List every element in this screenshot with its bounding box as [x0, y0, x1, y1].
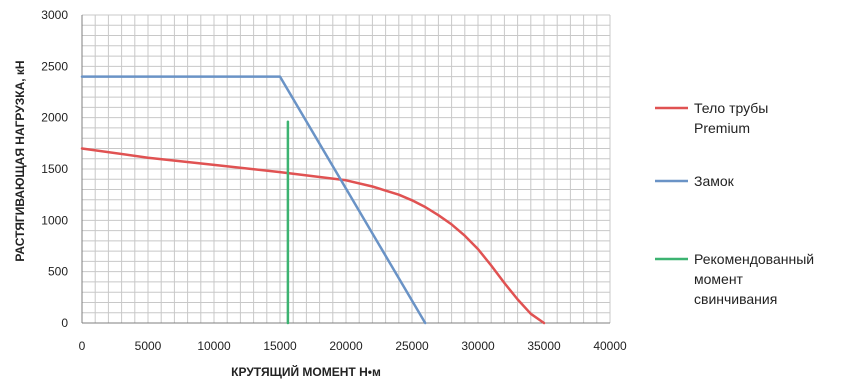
- y-tick-label: 1500: [41, 162, 68, 176]
- legend-label: Замок: [694, 173, 735, 189]
- grid: [81, 14, 611, 324]
- x-tick-label: 40000: [593, 339, 627, 353]
- y-tick-label: 1000: [41, 213, 68, 227]
- x-tick-label: 30000: [461, 339, 495, 353]
- legend-label: Premium: [694, 120, 750, 136]
- x-tick-label: 35000: [527, 339, 561, 353]
- series-lines: [80, 75, 546, 325]
- x-tick-label: 10000: [197, 339, 231, 353]
- legend-label: момент: [694, 271, 744, 287]
- y-axis-title: РАСТЯГИВАЮЩАЯ НАГРУЗКА, кН: [13, 60, 27, 261]
- y-tick-label: 3000: [41, 8, 68, 22]
- x-tick-label: 25000: [395, 339, 429, 353]
- y-tick-label: 0: [61, 316, 68, 330]
- x-tick-label: 20000: [329, 339, 363, 353]
- x-tick-label: 0: [79, 339, 86, 353]
- legend-label: Рекомендованный: [694, 251, 814, 267]
- x-tick-label: 5000: [135, 339, 162, 353]
- x-tick-label: 15000: [263, 339, 297, 353]
- series-line: [80, 75, 427, 325]
- tick-labels: 0 5000 10000 15000 20000 25000 30000 35000 40000…: [41, 8, 627, 353]
- y-tick-label: 500: [48, 265, 68, 279]
- legend-label: Тело трубы: [694, 100, 768, 116]
- axes: [81, 15, 610, 324]
- series-line: [80, 147, 546, 325]
- legend: Тело трубы Premium Замок Рекомендованный мом…: [655, 100, 814, 307]
- y-tick-label: 2000: [41, 111, 68, 125]
- y-tick-label: 2500: [41, 59, 68, 73]
- legend-label: свинчивания: [694, 291, 777, 307]
- x-axis-title: КРУТЯЩИЙ МОМЕНТ Н•м: [231, 364, 381, 379]
